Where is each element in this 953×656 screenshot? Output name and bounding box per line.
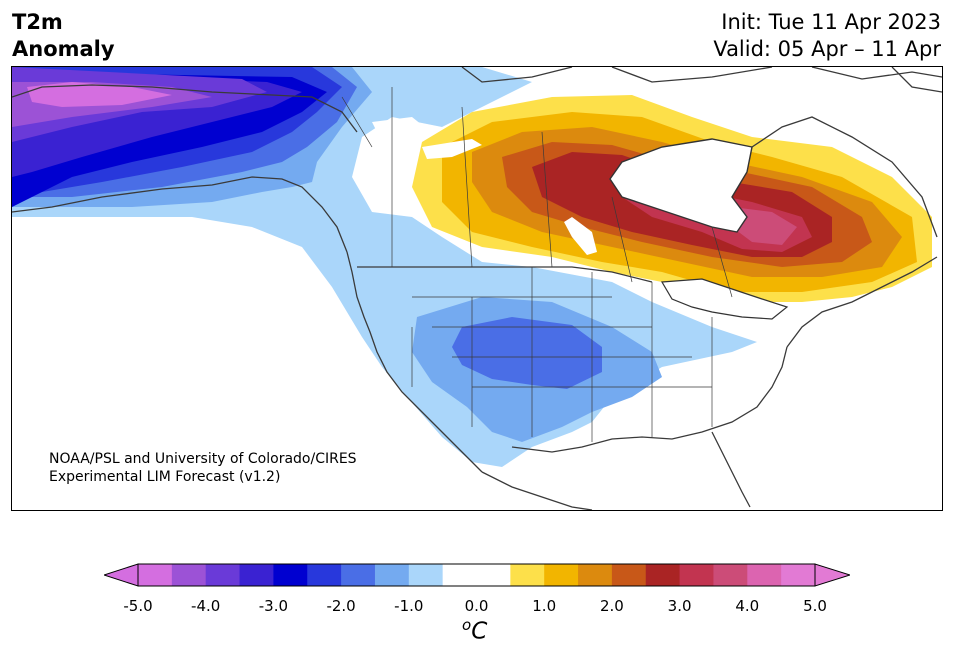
colorbar-cell	[273, 564, 308, 586]
pacific-coast	[346, 251, 483, 473]
map-title: T2m Anomaly	[12, 9, 115, 63]
hudson-bay	[609, 138, 753, 233]
florida	[711, 431, 751, 508]
great-slave-lake	[422, 139, 482, 159]
title-line-1: T2m	[12, 10, 63, 34]
credit-text: NOAA/PSL and University of Colorado/CIRE…	[49, 450, 357, 486]
colorbar-cell	[442, 564, 477, 586]
boundaries	[12, 67, 942, 510]
colorbar-tick-label: -5.0	[123, 597, 153, 615]
colorbar-cell	[611, 564, 647, 586]
colorbar-cell	[205, 564, 241, 586]
colorbar-under-arrow	[104, 563, 139, 587]
great-lakes	[660, 278, 789, 320]
colorbar-cell	[408, 564, 444, 586]
colorbar-cell	[476, 564, 511, 586]
colorbar-tick-label: -2.0	[326, 597, 356, 615]
anomaly-map: NOAA/PSL and University of Colorado/CIRE…	[11, 66, 943, 511]
warm-contour-7	[732, 207, 797, 245]
colorbar-tick-label: 2.0	[599, 597, 624, 615]
cold-contour-3b	[452, 317, 602, 389]
alaska-coast	[12, 84, 358, 133]
great-bear-lake	[372, 117, 422, 132]
colorbar-ticks: -5.0 -4.0 -3.0 -2.0 -1.0 0.0 1.0 2.0 3.0 4.0 5.0	[0, 597, 953, 617]
colorbar-tick-label: 5.0	[803, 597, 827, 615]
colorbar-cell	[544, 564, 579, 586]
labrador-coast	[751, 116, 938, 238]
colorbar-tick-label: -3.0	[258, 597, 289, 615]
colorbar-tick-label: 3.0	[667, 597, 692, 615]
colorbar-tick-label: 1.0	[532, 597, 557, 615]
greenland-edge	[891, 67, 942, 93]
valid-period: Valid: 05 Apr – 11 Apr	[713, 37, 941, 61]
province-lines	[341, 87, 733, 298]
forecast-dates: Init: Tue 11 Apr 2023 Valid: 05 Apr – 11…	[713, 9, 941, 63]
cold-anomaly-layer	[12, 67, 757, 467]
alaska-south-coast	[12, 176, 348, 253]
cold-contour-9	[27, 82, 172, 107]
colorbar-tick-label: 0.0	[464, 597, 489, 615]
colorbar-cell	[374, 564, 410, 586]
colorbar-tick-label: 4.0	[735, 597, 760, 615]
colorbar-cell	[713, 564, 748, 586]
mexico-coast	[481, 471, 593, 510]
colorbar-cells	[138, 564, 816, 586]
colorbar-cell	[747, 564, 782, 586]
colorbar-unit: oC	[462, 616, 487, 645]
colorbar-cell	[307, 564, 342, 586]
map-canvas	[12, 67, 942, 510]
colorbar-cell	[239, 564, 274, 586]
colorbar-tick-label: -1.0	[394, 597, 424, 615]
colorbar-over-arrow	[814, 563, 850, 587]
state-lines	[411, 267, 713, 442]
colorbar-cell	[645, 564, 681, 586]
credit-line-1: NOAA/PSL and University of Colorado/CIRE…	[49, 451, 357, 467]
title-line-2: Anomaly	[12, 37, 115, 61]
gulf-coast	[511, 346, 788, 453]
unit-letter: C	[471, 618, 488, 645]
init-date: Init: Tue 11 Apr 2023	[721, 10, 941, 34]
colorbar-tick-label: -4.0	[191, 597, 221, 615]
lake-winnipeg	[564, 217, 597, 255]
arctic-islands	[461, 67, 942, 83]
canada-us-border	[357, 266, 653, 283]
colorbar-outline	[137, 563, 816, 587]
degree-sup: o	[462, 616, 472, 634]
atlantic-coast	[786, 256, 938, 348]
colorbar-cell	[781, 564, 816, 586]
colorbar-cell	[679, 564, 714, 586]
colorbar-cell	[578, 564, 613, 586]
colorbar-cell	[171, 564, 207, 586]
colorbar-cell	[341, 564, 376, 586]
colorbar-cell	[510, 564, 545, 586]
colorbar-cell	[138, 564, 173, 586]
credit-line-2: Experimental LIM Forecast (v1.2)	[49, 469, 281, 485]
water-layer	[372, 117, 789, 320]
colorbar	[104, 563, 850, 587]
